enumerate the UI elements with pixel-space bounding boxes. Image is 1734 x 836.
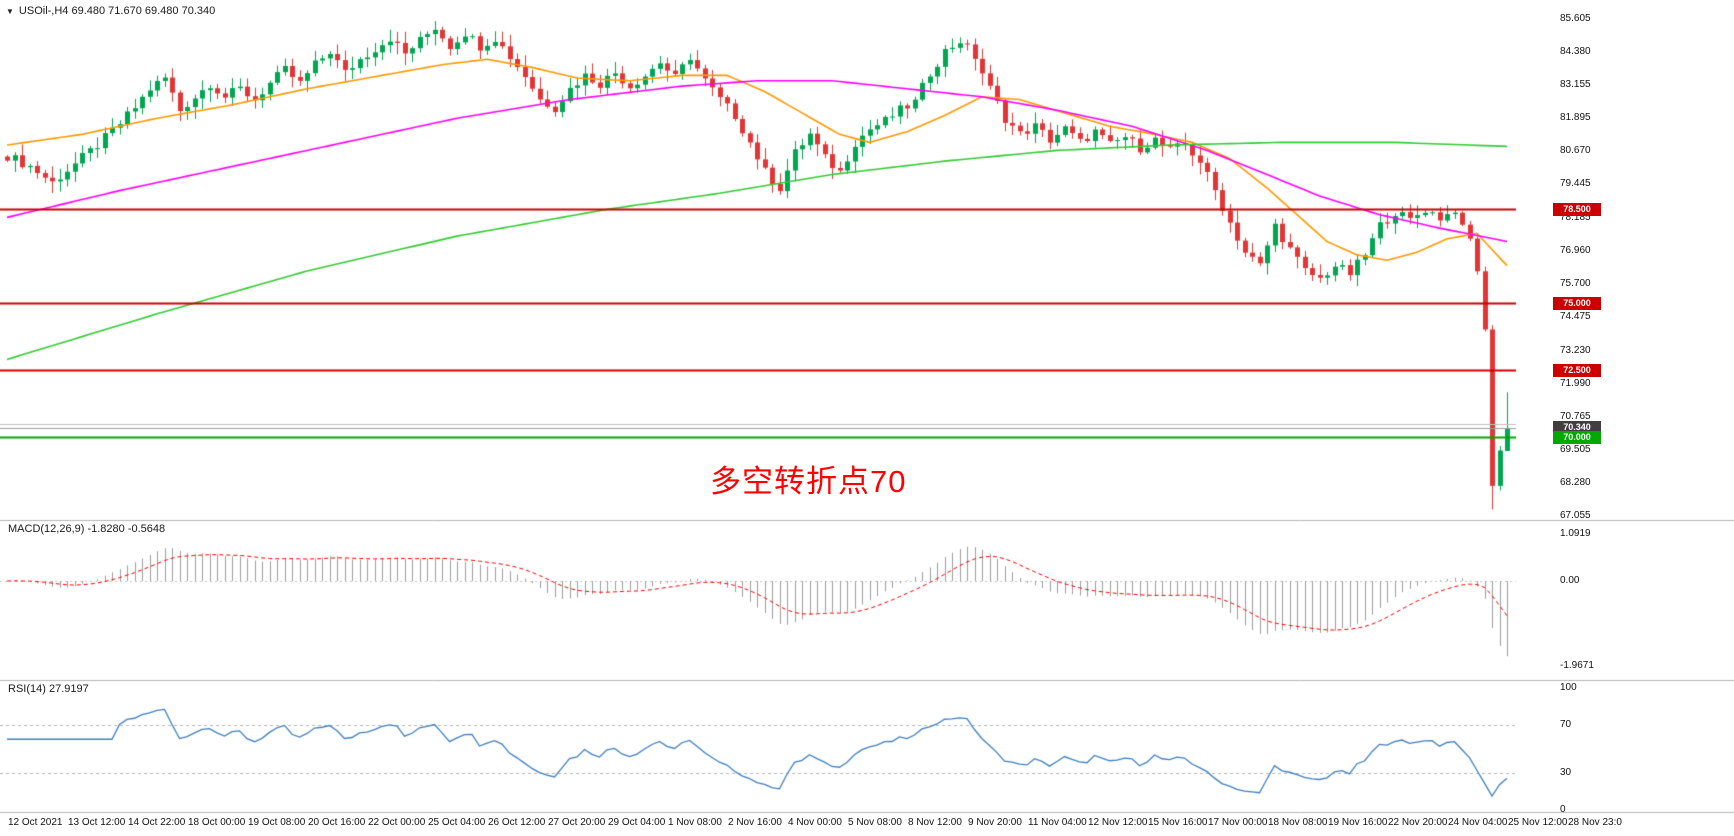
time-axis-label: 28 Nov 23:0 (1568, 817, 1622, 828)
price-axis-label: 75.700 (1560, 278, 1591, 290)
price-axis-label: 73.230 (1560, 344, 1591, 356)
price-axis-label: 80.670 (1560, 145, 1591, 157)
time-axis-label: 19 Oct 08:00 (248, 817, 306, 828)
chart-symbol-title: ▼ USOil-,H4 69.480 71.670 69.480 70.340 (6, 5, 215, 17)
rsi-axis-label: 70 (1560, 718, 1572, 730)
time-axis-label: 18 Nov 08:00 (1268, 817, 1328, 828)
price-axis-label: 76.960 (1560, 244, 1591, 256)
price-tag: 78.500 (1553, 202, 1601, 216)
price-axis-label: 85.605 (1560, 13, 1591, 24)
time-axis-label: 8 Nov 12:00 (908, 817, 962, 828)
time-axis-label: 18 Oct 00:00 (188, 817, 246, 828)
time-axis-label: 26 Oct 12:00 (488, 817, 546, 828)
macd-indicator-label: MACD(12,26,9) -1.8280 -0.5648 (8, 523, 166, 535)
price-axis-label: 83.155 (1560, 78, 1591, 90)
time-axis-label: 2 Nov 16:00 (728, 817, 782, 828)
price-tag: 70.000 (1553, 430, 1601, 444)
price-axis-label: 81.895 (1560, 112, 1591, 124)
time-axis-label: 22 Oct 00:00 (368, 817, 426, 828)
time-axis-label: 27 Oct 20:00 (548, 817, 606, 828)
time-axis-label: 12 Oct 2021 (8, 817, 63, 828)
price-axis-label: 70.765 (1560, 410, 1591, 422)
rsi-axis-label: 0 (1560, 804, 1566, 815)
time-axis-label: 24 Nov 04:00 (1448, 817, 1508, 828)
time-axis-label: 22 Nov 20:00 (1388, 817, 1448, 828)
price-axis-label: 78.185 (1560, 211, 1591, 223)
time-axis-label: 19 Nov 16:00 (1328, 817, 1388, 828)
time-axis-label: 17 Nov 00:00 (1208, 817, 1268, 828)
price-axis-label: 67.055 (1560, 510, 1591, 521)
rsi-axis-label: 30 (1560, 767, 1572, 779)
price-axis-label: 84.380 (1560, 45, 1591, 57)
time-axis-label: 1 Nov 08:00 (668, 817, 722, 828)
chart-title-text: USOil-,H4 69.480 71.670 69.480 70.340 (18, 5, 216, 17)
chart-annotation-text[interactable]: 多空转折点70 (710, 464, 907, 499)
rsi-indicator-label: RSI(14) 27.9197 (8, 683, 89, 695)
time-axis-label: 25 Nov 12:00 (1508, 817, 1568, 828)
price-axis-label: 68.280 (1560, 477, 1591, 489)
price-axis-label: 69.505 (1560, 444, 1591, 456)
macd-axis-label: -1.9671 (1560, 659, 1594, 671)
time-axis-label: 13 Oct 12:00 (68, 817, 126, 828)
macd-axis-label: 0.00 (1560, 575, 1580, 586)
time-axis-label: 15 Nov 16:00 (1148, 817, 1208, 828)
time-axis-label: 14 Oct 22:00 (128, 817, 186, 828)
time-axis-label: 20 Oct 16:00 (308, 817, 366, 828)
dropdown-arrow-icon[interactable]: ▼ (6, 6, 14, 16)
macd-axis-label: 1.0919 (1560, 528, 1591, 540)
time-axis-label: 5 Nov 08:00 (848, 817, 902, 828)
time-axis-label: 4 Nov 00:00 (788, 817, 842, 828)
time-axis-label: 11 Nov 04:00 (1028, 817, 1087, 828)
price-axis-label: 74.475 (1560, 311, 1591, 323)
time-axis-label: 9 Nov 20:00 (968, 817, 1022, 828)
rsi-axis-label: 100 (1560, 682, 1577, 693)
price-tag: 75.000 (1553, 296, 1601, 310)
time-axis-label: 25 Oct 04:00 (428, 817, 486, 828)
price-tag: 72.500 (1553, 363, 1601, 377)
time-axis-label: 29 Oct 04:00 (608, 817, 666, 828)
price-axis-label: 79.445 (1560, 178, 1591, 190)
time-axis-label: 12 Nov 12:00 (1088, 817, 1148, 828)
price-axis-label: 71.990 (1560, 377, 1591, 389)
